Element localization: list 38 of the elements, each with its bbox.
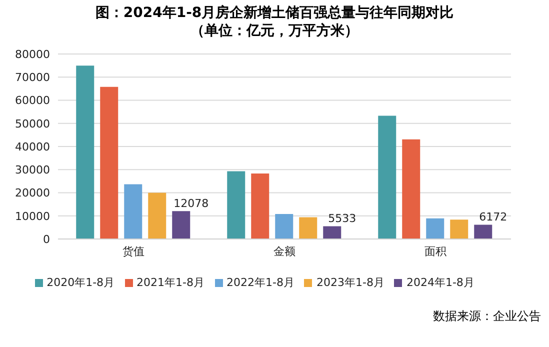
bar — [378, 116, 396, 239]
legend-label: 2022年1-8月 — [226, 276, 294, 289]
bar — [474, 224, 492, 239]
bar — [426, 218, 444, 239]
x-tick-label: 金额 — [274, 244, 296, 258]
bar — [251, 174, 270, 239]
y-tick-label: 30000 — [15, 164, 50, 177]
y-tick-label: 60000 — [15, 94, 50, 108]
bar — [148, 192, 166, 239]
bar — [450, 220, 468, 239]
source-note: 数据来源：企业公告 — [432, 308, 541, 325]
bar — [172, 211, 190, 239]
x-tick-label: 面积 — [424, 244, 446, 258]
bar — [227, 171, 246, 239]
bar — [76, 66, 94, 239]
y-tick-label: 10000 — [15, 210, 50, 223]
bar — [124, 184, 142, 239]
y-tick-label: 40000 — [15, 140, 50, 154]
chart-title: 图：2024年1-8月房企新增土储百强总量与往年同期对比 — [94, 4, 455, 22]
data-label: 12078 — [174, 197, 209, 210]
y-tick-label: 50000 — [15, 117, 50, 130]
y-tick-label: 70000 — [15, 71, 50, 84]
y-tick-label: 20000 — [15, 186, 50, 200]
x-tick-label: 货值 — [122, 244, 144, 258]
data-label: 6172 — [479, 210, 508, 224]
bar — [100, 86, 118, 239]
legend-label: 2024年1-8月 — [406, 276, 474, 289]
legend-label: 2021年1-8月 — [136, 276, 205, 289]
bar — [275, 214, 294, 239]
legend-label: 2020年1-8月 — [46, 276, 115, 289]
y-tick-label: 0 — [43, 232, 50, 246]
y-tick-label: 80000 — [15, 48, 50, 61]
bar — [402, 139, 420, 239]
data-label: 5533 — [328, 212, 356, 226]
bar — [323, 226, 342, 239]
legend-label: 2023年1-8月 — [316, 276, 384, 289]
chart-subtitle: （单位：亿元，万平方米） — [190, 22, 360, 40]
bar — [299, 217, 318, 239]
